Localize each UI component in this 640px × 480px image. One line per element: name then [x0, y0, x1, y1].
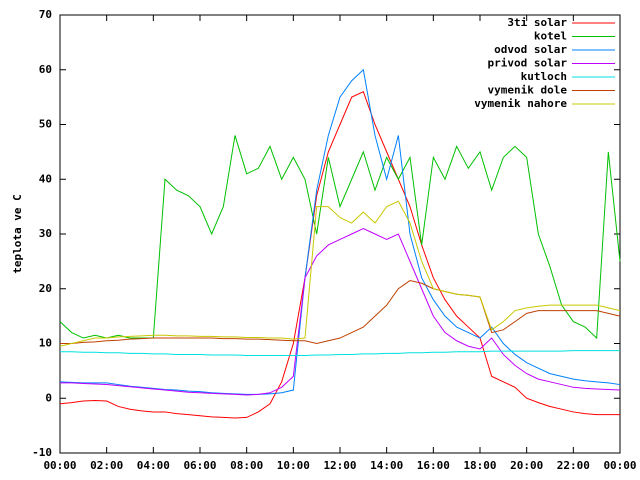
series-line: [59, 90, 620, 419]
legend-label: odvod solar: [494, 43, 567, 56]
x-tick-label: 16:00: [417, 459, 450, 472]
x-tick-label: 00:00: [603, 459, 636, 472]
x-tick-label: 20:00: [510, 459, 543, 472]
y-tick-label: 30: [39, 227, 52, 240]
y-tick-label: 40: [39, 172, 52, 185]
x-tick-label: 12:00: [323, 459, 356, 472]
x-tick-label: 00:00: [43, 459, 76, 472]
legend-label: kutloch: [521, 70, 567, 83]
x-tick-label: 22:00: [557, 459, 590, 472]
legend-label: vymenik nahore: [474, 97, 567, 110]
y-tick-label: -10: [32, 446, 52, 459]
legend-label: privod solar: [488, 57, 568, 70]
series-line: [59, 200, 621, 347]
x-tick-label: 04:00: [137, 459, 170, 472]
x-tick-label: 08:00: [230, 459, 263, 472]
series-line: [60, 280, 621, 345]
series-line: [59, 135, 621, 340]
y-tick-label: 70: [39, 8, 52, 21]
series-line: [59, 68, 621, 395]
y-tick-label: 60: [39, 63, 52, 76]
legend-label: vymenik dole: [488, 84, 568, 97]
x-tick-label: 18:00: [463, 459, 496, 472]
x-tick-label: 10:00: [277, 459, 310, 472]
x-tick-label: 02:00: [90, 459, 123, 472]
legend-label: kotel: [534, 30, 567, 43]
y-tick-label: 20: [39, 282, 52, 295]
x-tick-label: 06:00: [183, 459, 216, 472]
legend-label: 3ti solar: [507, 16, 567, 29]
y-tick-label: 0: [45, 391, 52, 404]
x-tick-label: 14:00: [370, 459, 403, 472]
y-tick-label: 10: [39, 337, 52, 350]
y-axis-label: teplota ve C: [11, 194, 24, 273]
series-line: [60, 227, 621, 396]
series-line: [60, 350, 620, 357]
y-tick-label: 50: [39, 118, 52, 131]
